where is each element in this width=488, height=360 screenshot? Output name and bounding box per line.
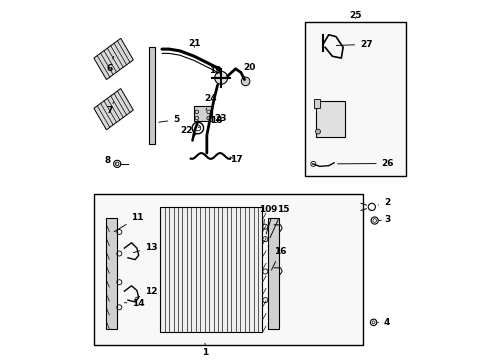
Text: 3: 3 xyxy=(378,215,389,224)
Bar xyxy=(194,107,212,121)
Bar xyxy=(314,99,319,108)
Polygon shape xyxy=(94,89,133,130)
Text: 21: 21 xyxy=(188,39,200,48)
Text: 17: 17 xyxy=(229,155,242,164)
Text: 16: 16 xyxy=(271,247,286,270)
Polygon shape xyxy=(94,39,133,80)
Text: 10: 10 xyxy=(259,205,271,225)
Bar xyxy=(106,218,117,329)
Text: 19: 19 xyxy=(208,66,221,75)
Text: 24: 24 xyxy=(203,94,216,110)
Text: 5: 5 xyxy=(158,115,179,124)
Bar xyxy=(316,101,344,137)
Text: 20: 20 xyxy=(243,63,256,77)
Bar xyxy=(149,47,155,144)
Circle shape xyxy=(214,71,227,84)
Text: 12: 12 xyxy=(135,287,157,298)
Text: 22: 22 xyxy=(180,126,200,135)
Text: 14: 14 xyxy=(124,299,145,308)
Text: 11: 11 xyxy=(114,213,143,231)
Text: 7: 7 xyxy=(106,102,113,115)
Text: 18: 18 xyxy=(210,116,223,125)
Text: 6: 6 xyxy=(107,56,113,73)
Text: 9: 9 xyxy=(265,205,277,234)
Text: 23: 23 xyxy=(211,111,226,123)
Text: 8: 8 xyxy=(104,157,116,166)
Text: 27: 27 xyxy=(336,40,372,49)
Bar xyxy=(305,22,405,176)
Bar xyxy=(267,218,278,329)
Bar xyxy=(94,194,362,345)
Text: 26: 26 xyxy=(337,159,393,168)
Text: 13: 13 xyxy=(133,243,157,253)
Text: 15: 15 xyxy=(269,205,288,238)
Bar xyxy=(160,207,262,332)
Text: 1: 1 xyxy=(202,343,208,357)
Text: 25: 25 xyxy=(349,10,361,19)
Circle shape xyxy=(241,77,249,86)
Text: 4: 4 xyxy=(377,318,389,327)
Circle shape xyxy=(315,129,320,134)
Text: 2: 2 xyxy=(378,198,389,207)
